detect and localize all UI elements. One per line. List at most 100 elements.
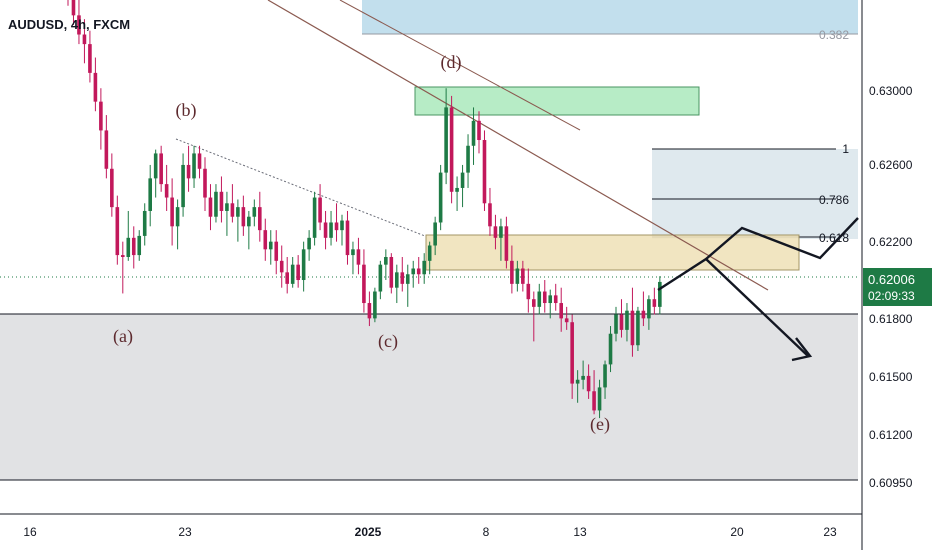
candle-bear <box>110 168 114 208</box>
ytick: 0.62600 <box>869 158 913 172</box>
candle-bear <box>564 318 569 323</box>
candle-bear <box>104 130 109 169</box>
price-axis[interactable]: 0.63000 0.62600 0.62200 0.61800 0.61500 … <box>869 84 913 490</box>
candle-bear <box>400 272 405 284</box>
candle-bull <box>175 207 180 227</box>
candle-bear <box>553 295 558 304</box>
candle-bull <box>395 272 399 288</box>
candle-bear <box>510 260 514 284</box>
ytick: 0.61500 <box>869 370 913 384</box>
wave-label-c: (c) <box>378 331 398 352</box>
candle-bear <box>504 226 509 261</box>
candle-bear <box>164 184 169 198</box>
candle-bull <box>575 379 580 384</box>
xtick: 8 <box>483 525 490 539</box>
candle-bear <box>115 207 120 256</box>
candle-bull <box>411 268 416 275</box>
projection-arrow-icon <box>791 337 813 362</box>
candle-bear <box>230 203 235 217</box>
time-axis[interactable]: 16 23 2025 8 13 20 23 <box>23 525 837 539</box>
candle-bull <box>499 226 503 238</box>
candle-bear <box>592 391 596 411</box>
candle-bear <box>449 107 454 192</box>
candle-bull <box>384 257 388 265</box>
candle-bear <box>285 272 289 284</box>
candle-bear <box>121 255 125 257</box>
wave-label-d: (d) <box>441 52 462 73</box>
candle-bull <box>427 245 432 261</box>
xtick: 23 <box>178 525 192 539</box>
candle-bull <box>636 310 640 346</box>
projection-path-down <box>705 258 809 357</box>
resistance-zone <box>425 234 800 271</box>
candle-bull <box>252 207 257 217</box>
candle-bull <box>515 268 520 284</box>
candle-bull <box>329 222 333 238</box>
candle-bear <box>477 120 481 141</box>
candle-bear <box>208 197 213 217</box>
candle-bull <box>433 222 437 246</box>
candle-bear <box>263 230 268 250</box>
candle-bear <box>526 283 531 300</box>
candle-bear <box>493 226 498 238</box>
candle-bear <box>345 220 350 256</box>
candle-bear <box>88 44 92 73</box>
candle-bear <box>170 197 174 227</box>
candle-bull <box>548 295 553 304</box>
candle-bull <box>214 191 218 217</box>
candle-bear <box>652 299 657 307</box>
xtick: 20 <box>730 525 744 539</box>
candle-bear <box>131 237 136 256</box>
candle-bear <box>521 268 525 284</box>
trendline-main <box>267 0 769 291</box>
candles <box>67 0 662 419</box>
candle-bear <box>71 0 76 16</box>
candle-bull <box>126 237 131 257</box>
candle-bull <box>192 153 196 179</box>
candle-bull <box>378 264 383 292</box>
candle-bull <box>153 153 158 179</box>
candle-bear <box>197 153 202 169</box>
candle-bear <box>93 72 98 102</box>
candle-bull <box>148 178 152 211</box>
fib-label-0382: 0.382 <box>819 28 849 42</box>
price-tag-countdown: 02:09:33 <box>868 289 915 303</box>
wave-label-e: (e) <box>590 414 610 435</box>
fib-label-0618: 0.618 <box>819 231 849 245</box>
ytick: 0.63000 <box>869 84 913 98</box>
candle-bull <box>455 187 459 192</box>
candle-bull <box>466 145 470 173</box>
candle-bear <box>641 310 646 319</box>
candle-bull <box>444 107 448 173</box>
candle-bull <box>312 197 317 238</box>
candle-bear <box>77 15 81 35</box>
candle-bull <box>373 291 377 319</box>
candle-bull <box>438 172 443 223</box>
fib-box-top <box>362 0 858 34</box>
candle-bear <box>279 260 284 273</box>
candle-bull <box>581 375 585 380</box>
ytick: 0.62200 <box>869 235 913 249</box>
candle-bull <box>137 235 142 256</box>
xtick: 23 <box>823 525 837 539</box>
xtick: 2025 <box>355 525 382 539</box>
chart-title: AUDUSD, 4h, FXCM <box>8 17 130 32</box>
candle-bull <box>597 387 602 411</box>
candle-bull <box>142 210 147 236</box>
candle-bear <box>570 322 574 384</box>
ytick: 0.61200 <box>869 428 913 442</box>
ytick: 0.61800 <box>869 312 913 326</box>
fib-label-0786: 0.786 <box>819 193 849 207</box>
candle-bull <box>340 220 344 231</box>
wave-label-b: (b) <box>176 100 197 121</box>
candle-bull <box>247 216 251 227</box>
ytick: 0.60950 <box>869 476 913 490</box>
candle-bull <box>268 241 273 250</box>
candle-bear <box>318 197 322 223</box>
candle-bull <box>647 299 651 319</box>
candle-bear <box>274 241 279 261</box>
candle-bear <box>334 222 339 231</box>
candle-bear <box>356 249 361 265</box>
